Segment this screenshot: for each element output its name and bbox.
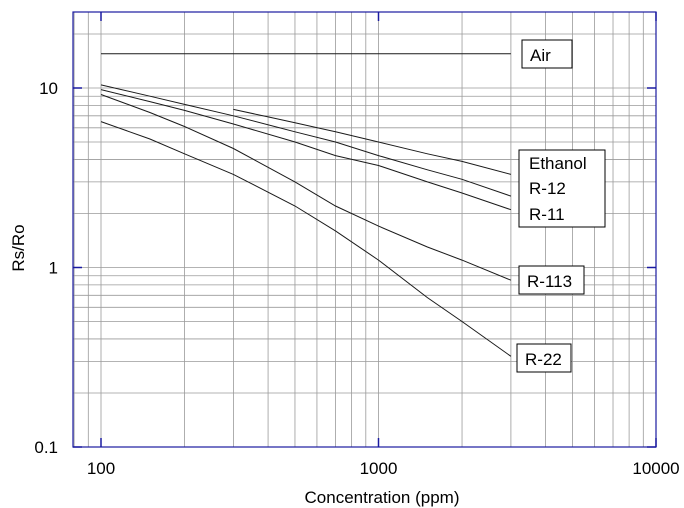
x-tick-label: 10000 bbox=[632, 459, 679, 478]
series-label-group-box bbox=[518, 149, 606, 228]
y-axis-label: Rs/Ro bbox=[9, 224, 28, 271]
series-line-r-22 bbox=[100, 121, 512, 357]
plot-frame bbox=[72, 11, 657, 448]
series-label-r-22: R-22 bbox=[525, 350, 562, 369]
series-lines bbox=[100, 53, 512, 357]
y-tick-label: 0.1 bbox=[34, 438, 58, 457]
y-tick-label: 1 bbox=[49, 259, 58, 278]
series-label-r-12: R-12 bbox=[529, 179, 566, 198]
series-label-air: Air bbox=[530, 46, 551, 65]
series-line-r-11 bbox=[100, 89, 512, 211]
x-tick-label: 1000 bbox=[360, 459, 398, 478]
grid bbox=[73, 12, 657, 448]
series-label-r-113: R-113 bbox=[527, 272, 572, 291]
series-labels: Air Ethanol R-12 R-11 R-113 R-22 bbox=[516, 39, 606, 373]
series-line-r-113 bbox=[100, 94, 512, 281]
series-label-box-r-22 bbox=[516, 343, 572, 373]
series-label-r-11: R-11 bbox=[529, 205, 565, 224]
x-axis-label: Concentration (ppm) bbox=[305, 488, 460, 507]
series-label-box-r-113 bbox=[518, 265, 585, 295]
x-axis-ticks: 100 1000 10000 bbox=[87, 459, 680, 478]
series-label-ethanol: Ethanol bbox=[529, 154, 587, 173]
x-tick-label: 100 bbox=[87, 459, 115, 478]
series-label-box-air bbox=[521, 39, 573, 69]
y-axis-ticks: 0.1 1 10 bbox=[34, 79, 58, 457]
series-line-r-12 bbox=[100, 84, 512, 197]
y-tick-label: 10 bbox=[39, 79, 58, 98]
series-line-ethanol bbox=[233, 108, 512, 175]
